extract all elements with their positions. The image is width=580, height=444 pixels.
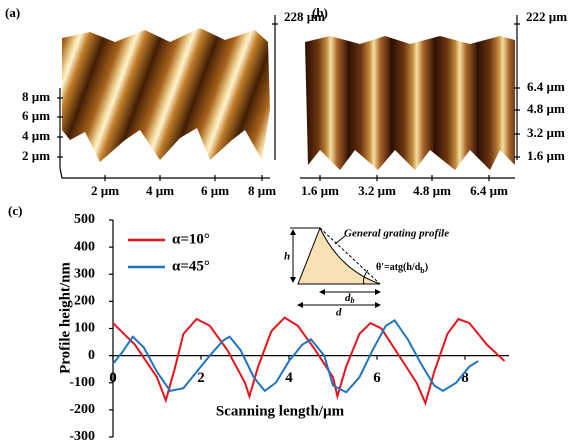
x-tick-label: 3.2 µm: [358, 183, 396, 198]
x-tick-label: 6 µm: [201, 183, 229, 198]
x-tick-label: 6: [373, 370, 381, 386]
x-tick-label: 1.6 µm: [301, 183, 339, 198]
panel-label: (b): [312, 5, 328, 20]
panel-label: (a): [5, 5, 20, 20]
y-tick-label: 2 µm: [22, 148, 50, 163]
angle-end: ): [425, 262, 428, 273]
inset-db: db: [345, 292, 355, 305]
x-tick-label: 2: [197, 370, 205, 386]
panel-label: (c): [8, 203, 22, 218]
y-tick-label: 100: [74, 321, 95, 336]
x-tick-label: 0: [109, 370, 117, 386]
data-line: [112, 316, 506, 407]
z-scale-label: 222 µm: [526, 9, 567, 24]
y-tick-label: 0: [88, 348, 95, 363]
y-tick-label: 300: [74, 266, 95, 281]
inset-angle: θ'=atg(h/db): [376, 262, 428, 275]
y-tick-label: 200: [74, 294, 95, 309]
y-tick-label: -200: [69, 402, 95, 417]
y-axis-label: Profile height/nm: [57, 262, 73, 374]
inset: [290, 226, 381, 308]
inset-h: h: [284, 251, 290, 263]
y-tick-label: 4.8 µm: [527, 101, 565, 116]
y-tick-label: -100: [69, 375, 95, 390]
afm-image-a: [62, 28, 270, 162]
x-axis-label: Scanning length/µm: [216, 403, 345, 419]
x-tick-label: 8: [461, 370, 469, 386]
y-tick-label: 4 µm: [22, 128, 50, 143]
angle-main: θ'=atg(h/d: [376, 262, 421, 273]
y-tick-label: 400: [74, 239, 95, 254]
x-tick-label: 2 µm: [91, 183, 119, 198]
axis-a: [59, 88, 270, 179]
y-tick-label: 500: [74, 212, 95, 227]
y-tick-label: 3.2 µm: [527, 125, 565, 140]
legend-label: α=10°: [172, 231, 210, 247]
legend-label: α=45°: [172, 258, 210, 274]
x-tick-label: 4 µm: [146, 183, 174, 198]
db-main: d: [345, 292, 351, 304]
x-tick-label: 4.8 µm: [413, 183, 451, 198]
angle-sub: b: [420, 266, 425, 275]
y-tick-label: -300: [69, 429, 95, 444]
inset-d: d: [336, 307, 342, 319]
data-line: [112, 319, 479, 394]
y-tick-label: 8 µm: [22, 89, 50, 104]
y-tick-label: 1.6 µm: [527, 148, 565, 163]
z-scale-label: 228 µm: [284, 9, 325, 24]
x-tick-label: 6.4 µm: [470, 183, 508, 198]
x-tick-label: 8 µm: [248, 183, 276, 198]
y-tick-label: 6 µm: [22, 108, 50, 123]
y-tick-label: 6.4 µm: [527, 79, 565, 94]
afm-image-b: [305, 36, 515, 170]
x-tick-label: 4: [285, 370, 293, 386]
db-sub: b: [351, 296, 355, 305]
inset-title: General grating profile: [344, 228, 449, 240]
